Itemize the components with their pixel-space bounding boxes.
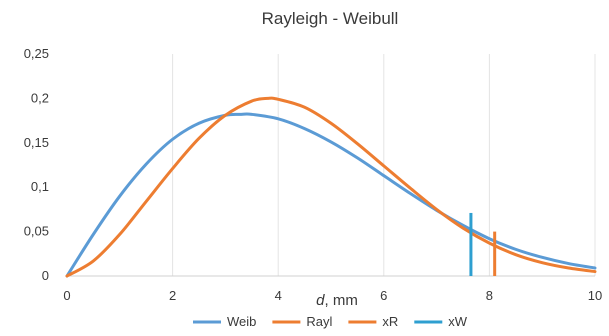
legend-item-xr: xR: [348, 314, 398, 329]
x-tick-label: 6: [380, 288, 387, 303]
x-tick-label: 8: [486, 288, 493, 303]
legend-label: xR: [382, 314, 398, 329]
y-tick-label: 0,1: [31, 179, 49, 194]
x-axis-variable: d: [316, 292, 325, 309]
chart-title: Rayleigh - Weibull: [262, 9, 399, 28]
legend-label: Weib: [227, 314, 256, 329]
series-line-weib: [65, 112, 597, 278]
y-tick-label: 0: [42, 268, 49, 283]
x-axis-unit: , mm: [325, 292, 358, 309]
legend-item-xw: xW: [414, 314, 468, 329]
x-tick-label: 10: [588, 288, 602, 303]
y-tick-label: 0,25: [24, 46, 49, 61]
series-line-rayl: [65, 96, 597, 278]
y-tick-label: 0,2: [31, 90, 49, 105]
x-tick-label: 2: [169, 288, 176, 303]
legend-label: xW: [448, 314, 468, 329]
y-tick-label: 0,15: [24, 135, 49, 150]
x-tick-label: 0: [63, 288, 70, 303]
x-axis-label: d, mm: [316, 292, 358, 309]
legend-item-rayl: Rayl: [272, 314, 333, 329]
axes: 0 2 4 6 8 10 0 0,05 0,1 0,15 0,2 0,25: [24, 46, 603, 303]
y-tick-label: 0,05: [24, 224, 49, 239]
plot-area: [65, 96, 597, 278]
x-tick-label: 4: [275, 288, 282, 303]
legend-label: Rayl: [306, 314, 332, 329]
legend-item-weib: Weib: [193, 314, 256, 329]
legend: Weib Rayl xR xW: [193, 314, 468, 329]
